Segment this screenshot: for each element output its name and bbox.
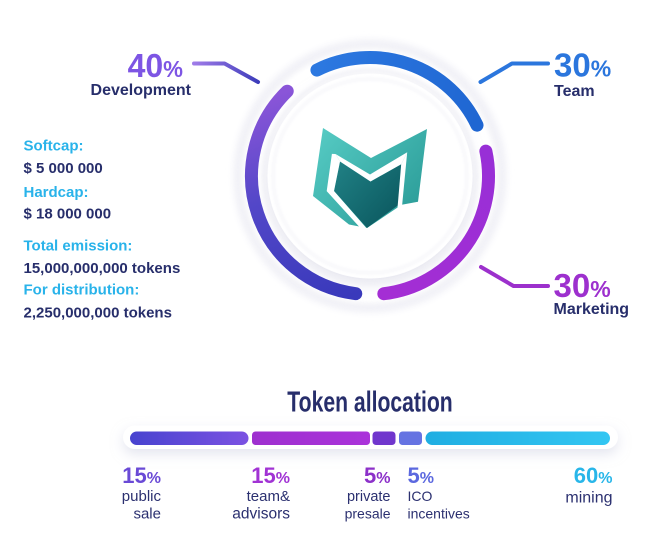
svg-text:60%: 60% [574,463,613,488]
svg-text:15,000,000,000 tokens: 15,000,000,000 tokens [24,260,181,277]
svg-text:5%: 5% [408,463,434,488]
svg-text:$ 5 000 000: $ 5 000 000 [24,160,103,177]
svg-text:For distribution:: For distribution: [24,282,140,299]
svg-text:advisors: advisors [232,505,290,522]
svg-text:30%: 30% [554,47,611,84]
svg-text:Hardcap:: Hardcap: [24,184,89,201]
svg-text:2,250,000,000 tokens: 2,250,000,000 tokens [24,304,172,321]
svg-text:15%: 15% [122,463,161,488]
svg-text:public: public [122,488,162,505]
svg-text:team&: team& [247,488,290,505]
svg-text:30%: 30% [554,267,611,304]
svg-text:ICO: ICO [408,488,433,504]
svg-text:incentives: incentives [408,505,470,521]
svg-text:Softcap:: Softcap: [24,137,84,154]
svg-text:Development: Development [91,82,192,99]
svg-text:Total emission:: Total emission: [24,238,133,255]
svg-text:Marketing: Marketing [554,301,630,318]
svg-text:5%: 5% [364,463,390,488]
svg-text:40%: 40% [128,48,183,85]
svg-text:mining: mining [565,490,612,507]
svg-text:sale: sale [133,505,161,522]
svg-text:$ 18 000 000: $ 18 000 000 [24,205,112,222]
svg-text:Team: Team [554,83,595,100]
svg-text:presale: presale [345,505,391,521]
svg-text:15%: 15% [251,463,290,488]
svg-text:Token allocation: Token allocation [287,386,452,418]
svg-text:private: private [347,489,391,505]
